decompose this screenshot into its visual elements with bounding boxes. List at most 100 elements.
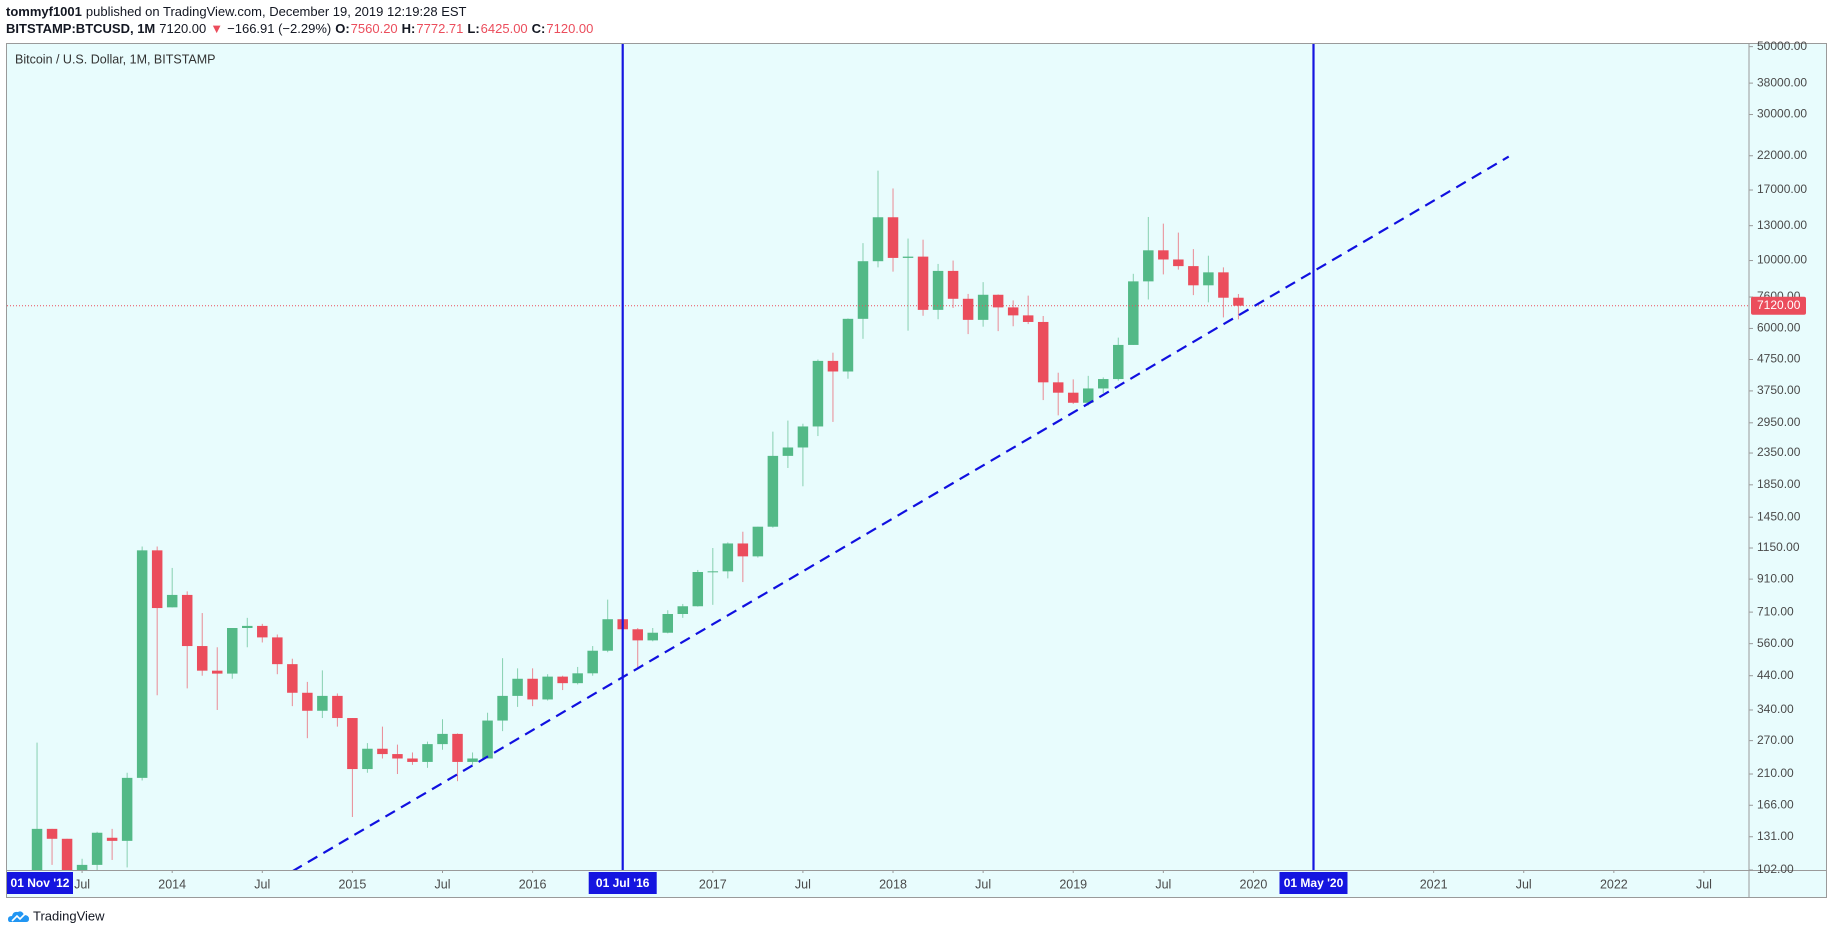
header-field: C: [532,21,546,36]
candle-body [812,360,824,427]
y-tick-label: 30000.00 [1757,107,1807,121]
range-start-marker [7,872,73,894]
x-tick-label: Jul [74,877,90,891]
candle-body [1143,250,1154,282]
candle-body [1098,379,1109,389]
candle-body [872,217,884,262]
candle-body [61,838,73,870]
y-tick-label: 38000.00 [1757,75,1807,89]
published: published on TradingView.com, December 1… [86,4,467,19]
candle-body [902,256,914,258]
candle-body [377,748,388,755]
candle-body [647,632,658,641]
candle-body [151,550,163,609]
y-tick-label: 910.00 [1757,571,1794,585]
candle-body [181,594,193,647]
candle-body [752,526,764,557]
candle-body [1233,297,1244,306]
candle-body [977,294,989,320]
symbol-line: BITSTAMP:BTCUSD, 1M 7120.00 ▼ −166.91 (−2.2… [6,21,593,36]
candle-body [947,270,959,299]
candle-body [767,455,779,527]
candle-body [1037,321,1049,383]
candle-body [527,678,538,700]
candle-body [722,543,734,572]
x-tick-label: Jul [254,877,270,891]
candle-body [136,550,148,778]
candle-body [467,758,478,762]
candle-body [1128,281,1139,345]
header-field: 7120.00 [546,21,593,36]
y-tick-label: 1150.00 [1757,540,1800,554]
y-tick-label: 166.00 [1757,797,1794,811]
candle-body [347,718,358,770]
candle-body [512,678,523,696]
candle-body [106,837,118,841]
author-line: tommyf1001 published on TradingView.com, … [6,4,467,19]
candle-body [692,572,704,607]
candle-body [1007,307,1019,316]
x-tick-label: 2019 [1059,877,1087,891]
x-tick-label: 2021 [1420,877,1448,891]
candle-body [437,733,448,745]
candle-body [962,298,974,320]
candle-body [196,646,208,671]
x-tick-label: Jul [435,877,451,891]
candle-body [332,695,343,719]
candle-body [166,594,178,608]
candle-body [677,606,689,614]
candle-body [797,426,809,448]
y-tick-label: 560.00 [1757,636,1794,650]
candle-body [1052,382,1064,393]
candle-body [1022,315,1034,322]
candle-body [407,758,418,762]
candle-body [272,637,283,665]
candle-body [557,676,568,684]
footer-logo [8,911,29,922]
candle-body [572,673,583,684]
candle-body [707,571,719,573]
candle-body [1203,272,1214,286]
date-marker-label: 01 May '20 [1284,876,1344,890]
x-tick-label: 2022 [1600,877,1628,891]
y-tick-label: 50000.00 [1757,39,1807,53]
header-field: 7772.71 [416,21,463,36]
y-tick-label: 22000.00 [1757,148,1807,162]
candle-body [302,692,313,711]
logo-line [11,913,26,922]
candle-body [1188,266,1199,286]
y-tick-label: 210.00 [1757,766,1794,780]
y-tick-label: 3750.00 [1757,383,1801,397]
y-tick-label: 6000.00 [1757,321,1801,335]
y-tick-label: 131.00 [1757,829,1794,843]
header-field: H: [402,21,416,36]
candle-body [227,627,238,674]
candle-body [782,447,794,456]
candle-body [1173,259,1184,267]
candle-body [587,650,598,674]
author: tommyf1001 [6,4,82,19]
candle-body [211,670,223,674]
candle-body [842,318,854,372]
candle-body [497,695,508,721]
header-field: ▼ [210,21,223,36]
candle-body [602,619,613,651]
candle-body [46,828,58,839]
y-tick-label: 17000.00 [1757,182,1807,196]
candle-body [76,864,88,870]
header-field: 7120.00 [159,21,206,36]
x-tick-label: 2018 [879,877,907,891]
candle-body [482,720,493,759]
x-tick-label: 2016 [519,877,547,891]
candle-body [287,664,298,693]
date-marker [1279,872,1348,894]
x-tick-label: Jul [975,877,991,891]
x-tick-label: Jul [1155,877,1171,891]
last-price-label: 7120.00 [1757,298,1801,312]
y-tick-label: 10000.00 [1757,253,1807,267]
x-tick-label: 2017 [699,877,727,891]
header-field: 7560.20 [351,21,398,36]
y-tick-label: 2350.00 [1757,445,1801,459]
x-tick-label: 2014 [158,877,186,891]
